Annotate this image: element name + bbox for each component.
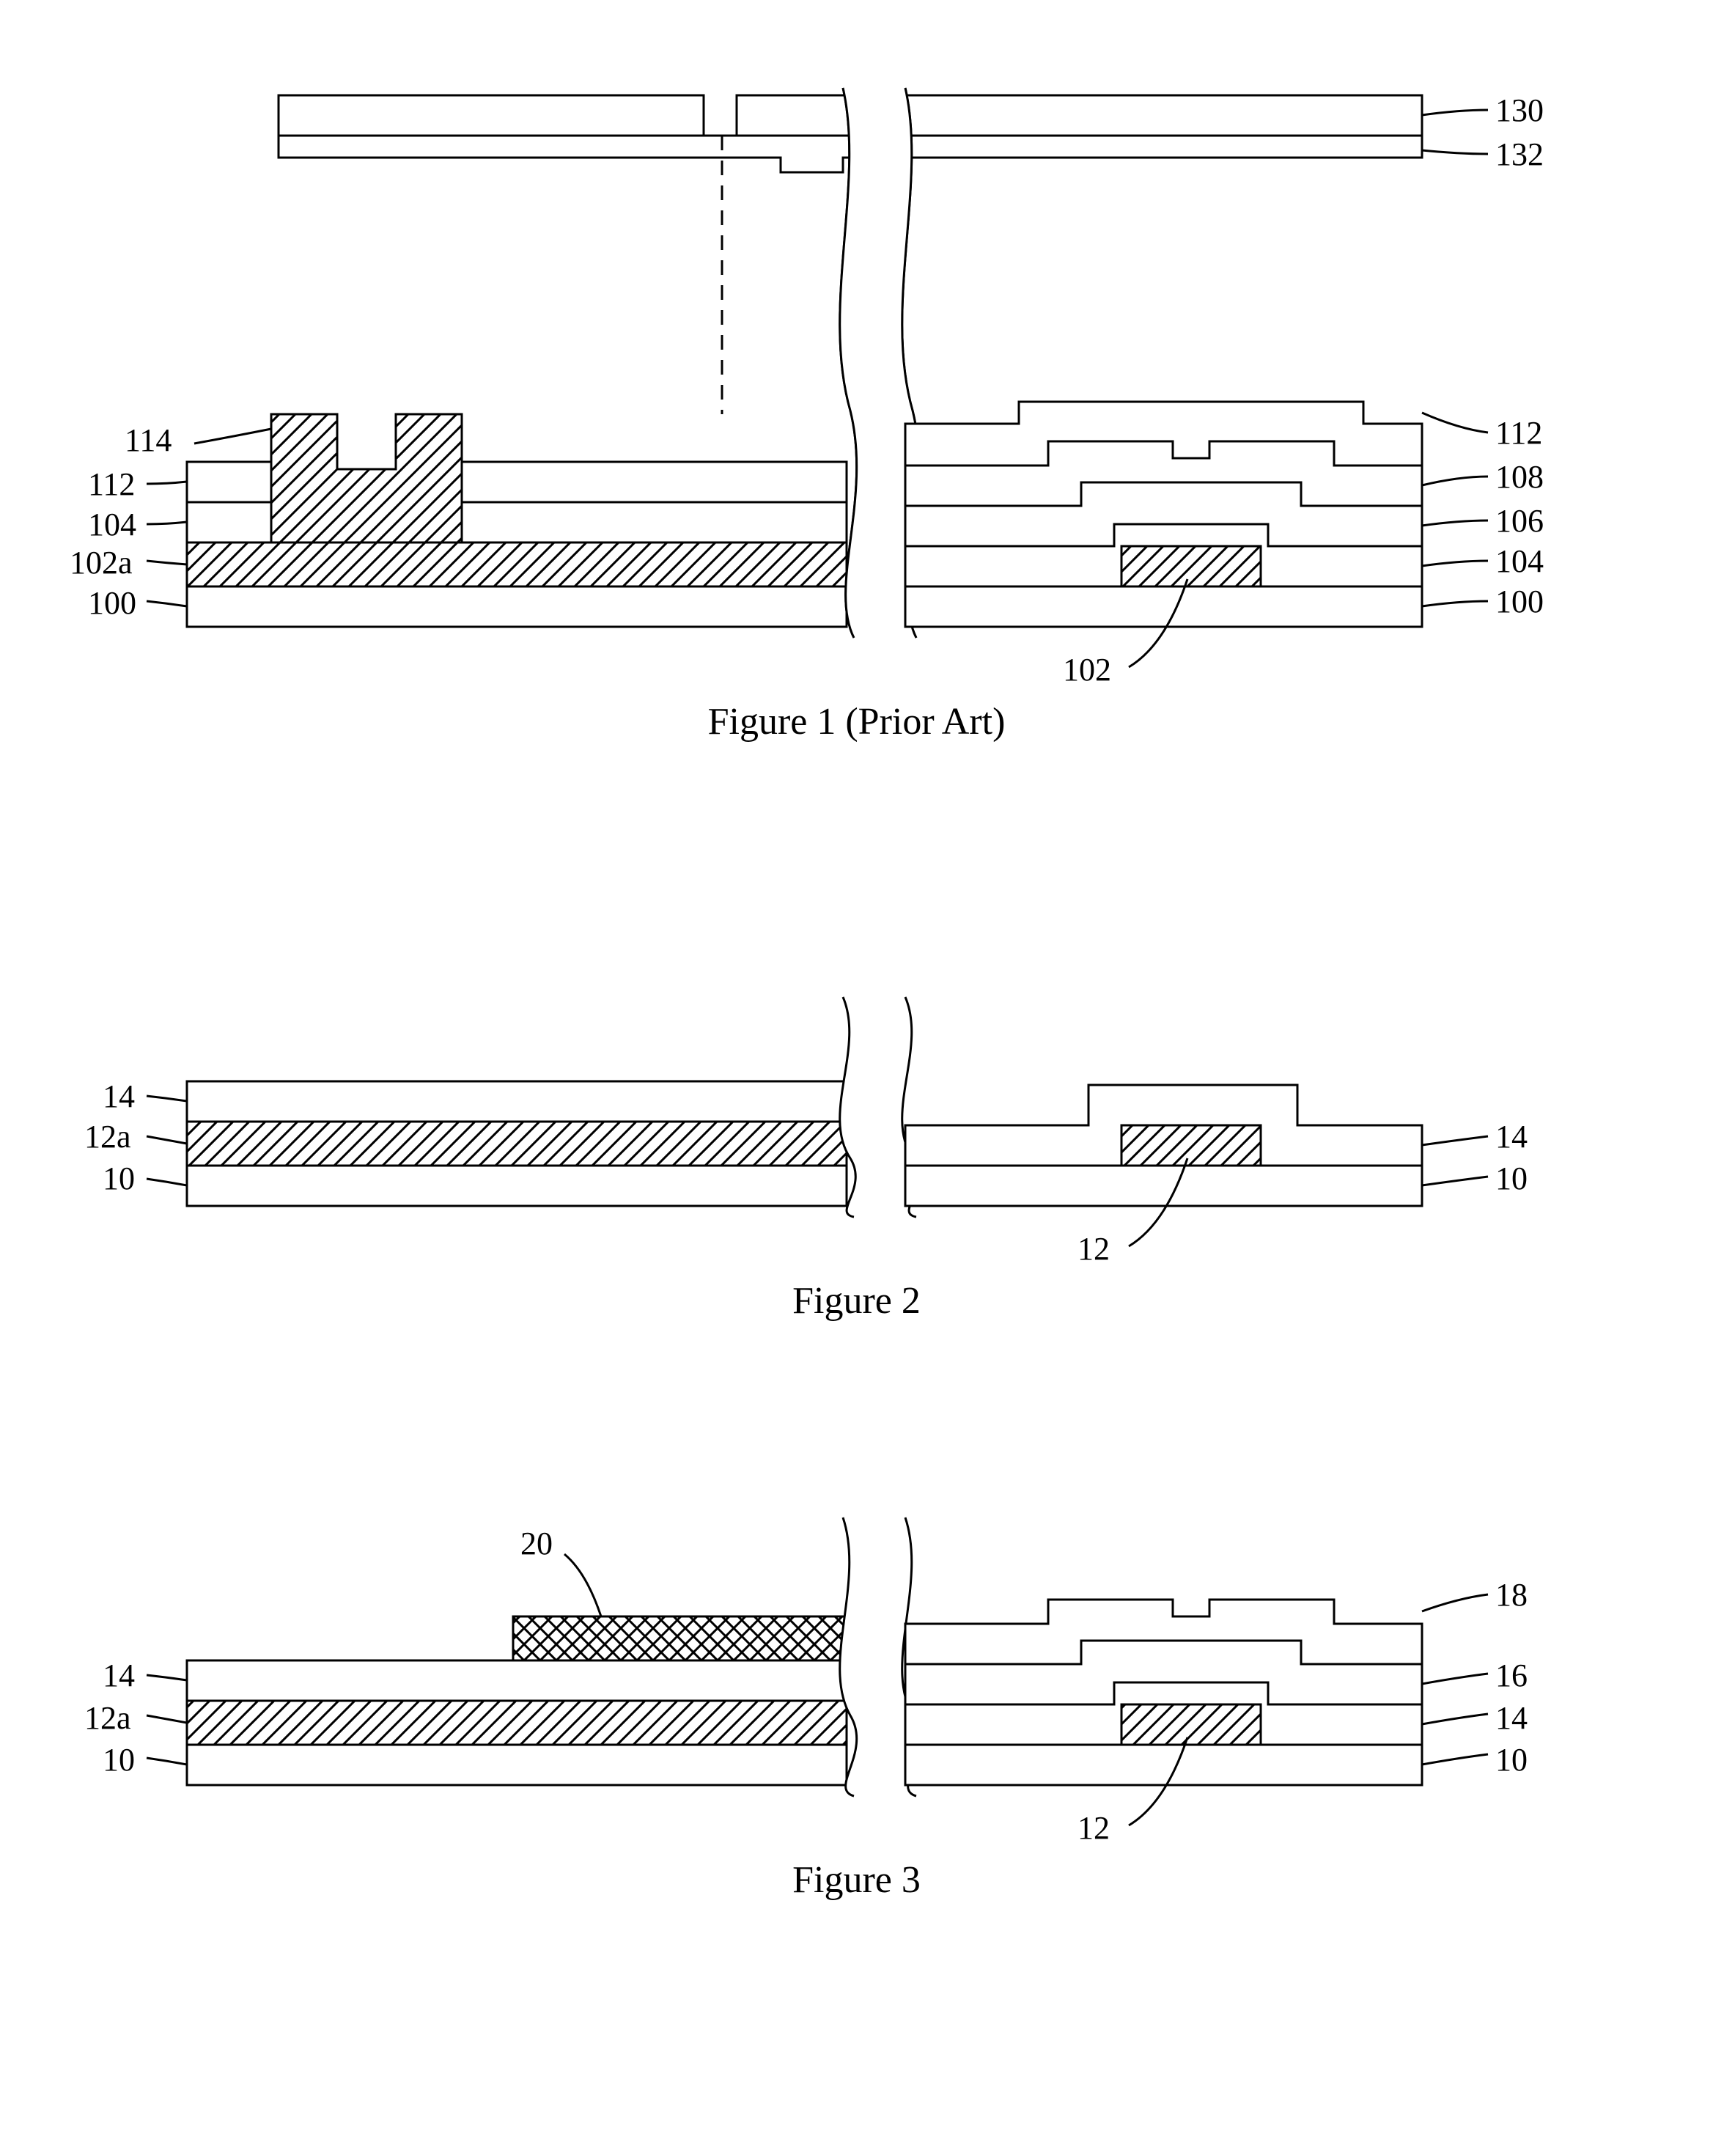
figure-2-caption: Figure 2 [0,1279,1713,1322]
label-106: 106 [1495,502,1544,540]
label-20: 20 [520,1525,553,1562]
label-14-l2: 14 [103,1078,135,1115]
label-114: 114 [125,422,172,459]
label-112-left: 112 [88,466,135,503]
label-14-r3: 14 [1495,1699,1528,1737]
label-12-b2: 12 [1077,1230,1110,1268]
label-130: 130 [1495,92,1544,129]
label-12a-l2: 12a [84,1118,131,1155]
figure-1-caption: Figure 1 (Prior Art) [0,700,1713,743]
label-104-left: 104 [88,506,136,543]
label-104-right: 104 [1495,542,1544,580]
label-102a: 102a [70,544,133,581]
label-18-r3: 18 [1495,1576,1528,1614]
label-108: 108 [1495,458,1544,496]
label-10-r3: 10 [1495,1741,1528,1778]
label-14-l3: 14 [103,1657,135,1694]
label-10-l2: 10 [103,1160,135,1197]
label-12-b3: 12 [1077,1809,1110,1847]
label-112-right: 112 [1495,414,1542,452]
label-12a-l3: 12a [84,1699,131,1737]
label-100-left: 100 [88,584,136,622]
label-102: 102 [1063,651,1111,688]
figure-3-caption: Figure 3 [0,1858,1713,1902]
label-100-right: 100 [1495,583,1544,620]
label-16-r3: 16 [1495,1657,1528,1694]
label-10-r2: 10 [1495,1160,1528,1197]
figure-1-diagram [0,0,1713,696]
label-132: 132 [1495,136,1544,173]
label-10-l3: 10 [103,1741,135,1778]
label-14-r2: 14 [1495,1118,1528,1155]
figure-2-diagram [0,806,1713,1320]
